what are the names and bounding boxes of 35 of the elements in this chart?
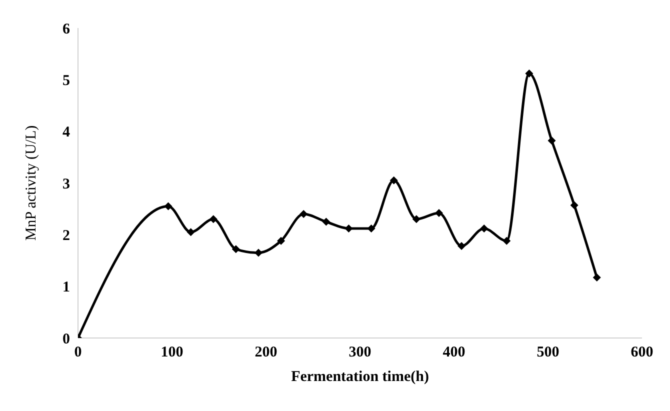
point [164,202,172,210]
y-tick-label: 1 [62,280,70,296]
x-axis-title: Fermentation time(h) [291,369,429,385]
x-tick-label: 400 [442,344,466,361]
point [344,224,353,232]
y-tick-label: 0 [62,331,70,348]
y-tick-label: 6 [62,21,70,38]
x-tick-label: 600 [630,344,654,361]
point [525,69,534,78]
x-tick-label: 200 [254,344,278,361]
y-tick-label: 4 [62,124,70,141]
point [232,245,240,254]
point [390,176,398,184]
x-tick-label: 500 [536,344,560,361]
point [300,210,308,218]
point [434,208,443,217]
point [592,274,601,282]
point [570,201,578,210]
point [322,218,330,226]
x-tick-label: 300 [348,344,372,361]
y-axis-title: MnP activity (U/L) [23,125,40,241]
point [186,228,195,236]
point [367,224,376,232]
point [480,224,488,232]
x-tick-label: 100 [160,344,184,361]
y-tick-label: 3 [62,176,70,192]
point [277,236,286,245]
x-tick-label: 0 [74,344,82,361]
point [458,242,466,250]
y-tick-label: 5 [62,72,70,89]
point [548,136,556,145]
y-tick-label: 2 [62,228,70,244]
point [209,215,218,224]
point [412,215,420,224]
point [502,236,511,245]
